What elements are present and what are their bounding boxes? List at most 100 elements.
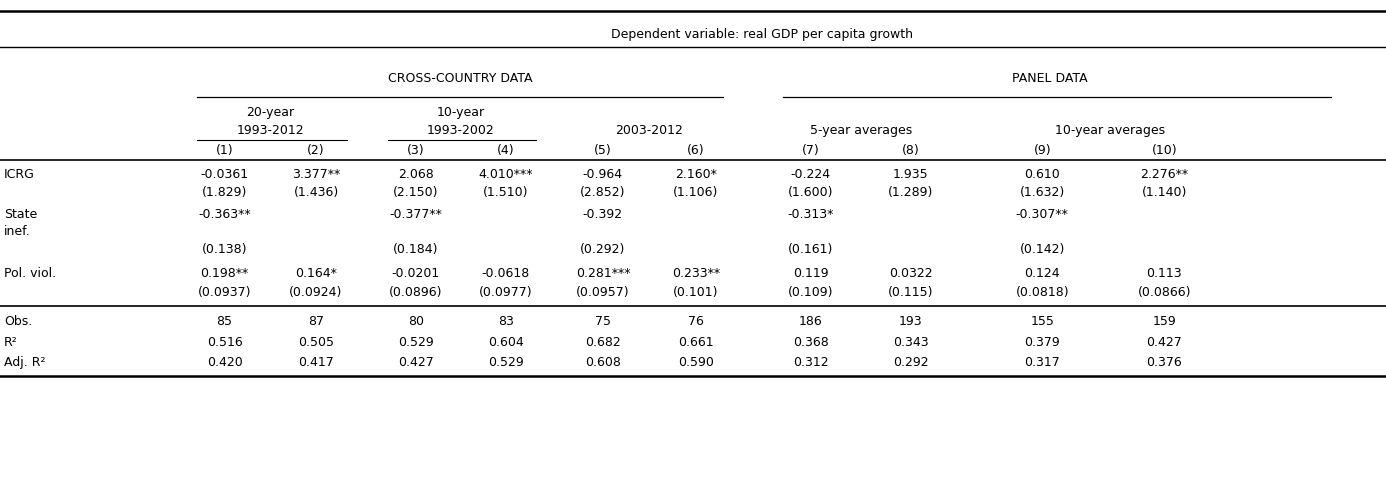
Text: Dependent variable: real GDP per capita growth: Dependent variable: real GDP per capita … [611,28,913,41]
Text: 10-year averages: 10-year averages [1055,124,1166,137]
Text: 2.068: 2.068 [398,168,434,181]
Text: (0.101): (0.101) [674,286,718,299]
Text: (0.115): (0.115) [888,286,933,299]
Text: (8): (8) [902,144,919,157]
Text: (0.142): (0.142) [1020,244,1064,256]
Text: 0.682: 0.682 [585,336,621,349]
Text: (0.0937): (0.0937) [198,286,251,299]
Text: (1.600): (1.600) [789,186,833,199]
Text: 0.529: 0.529 [398,336,434,349]
Text: -0.964: -0.964 [584,168,622,181]
Text: -0.392: -0.392 [584,208,622,221]
Text: ICRG: ICRG [4,168,35,181]
Text: (0.184): (0.184) [394,244,438,256]
Text: 0.124: 0.124 [1024,267,1060,280]
Text: (1.106): (1.106) [674,186,718,199]
Text: (2): (2) [308,144,324,157]
Text: 0.427: 0.427 [1146,336,1182,349]
Text: (0.0866): (0.0866) [1138,286,1191,299]
Text: 0.427: 0.427 [398,356,434,369]
Text: 87: 87 [308,315,324,328]
Text: 5-year averages: 5-year averages [809,124,912,137]
Text: 0.113: 0.113 [1146,267,1182,280]
Text: 3.377**: 3.377** [292,168,340,181]
Text: 76: 76 [687,315,704,328]
Text: State: State [4,208,37,221]
Text: (1): (1) [216,144,233,157]
Text: 80: 80 [407,315,424,328]
Text: Pol. viol.: Pol. viol. [4,267,57,280]
Text: 2003-2012: 2003-2012 [615,124,683,137]
Text: -0.313*: -0.313* [787,208,834,221]
Text: 0.164*: 0.164* [295,267,337,280]
Text: (0.161): (0.161) [789,244,833,256]
Text: (1.140): (1.140) [1142,186,1186,199]
Text: (0.0924): (0.0924) [290,286,342,299]
Text: 155: 155 [1030,315,1055,328]
Text: 75: 75 [595,315,611,328]
Text: -0.377**: -0.377** [389,208,442,221]
Text: -0.307**: -0.307** [1016,208,1069,221]
Text: (6): (6) [687,144,704,157]
Text: (4): (4) [498,144,514,157]
Text: 2.160*: 2.160* [675,168,717,181]
Text: (1.510): (1.510) [484,186,528,199]
Text: (1.436): (1.436) [294,186,338,199]
Text: 20-year: 20-year [247,106,294,119]
Text: 0.420: 0.420 [207,356,243,369]
Text: PANEL DATA: PANEL DATA [1012,72,1088,85]
Text: 0.312: 0.312 [793,356,829,369]
Text: inef.: inef. [4,225,30,238]
Text: -0.224: -0.224 [791,168,830,181]
Text: 0.505: 0.505 [298,336,334,349]
Text: 1993-2002: 1993-2002 [427,124,495,137]
Text: 85: 85 [216,315,233,328]
Text: 2.276**: 2.276** [1141,168,1188,181]
Text: (1.632): (1.632) [1020,186,1064,199]
Text: 0.368: 0.368 [793,336,829,349]
Text: 0.608: 0.608 [585,356,621,369]
Text: -0.0201: -0.0201 [392,267,439,280]
Text: 159: 159 [1152,315,1177,328]
Text: 0.590: 0.590 [678,356,714,369]
Text: 4.010***: 4.010*** [478,168,534,181]
Text: 0.317: 0.317 [1024,356,1060,369]
Text: 1993-2012: 1993-2012 [237,124,304,137]
Text: 0.604: 0.604 [488,336,524,349]
Text: R²: R² [4,336,18,349]
Text: 193: 193 [898,315,923,328]
Text: Obs.: Obs. [4,315,32,328]
Text: (2.852): (2.852) [581,186,625,199]
Text: 0.376: 0.376 [1146,356,1182,369]
Text: -0.363**: -0.363** [198,208,251,221]
Text: 0.0322: 0.0322 [888,267,933,280]
Text: (0.138): (0.138) [202,244,247,256]
Text: 186: 186 [798,315,823,328]
Text: 0.529: 0.529 [488,356,524,369]
Text: (0.0896): (0.0896) [389,286,442,299]
Text: 0.343: 0.343 [893,336,929,349]
Text: 83: 83 [498,315,514,328]
Text: 0.233**: 0.233** [672,267,719,280]
Text: (9): (9) [1034,144,1051,157]
Text: (7): (7) [802,144,819,157]
Text: -0.0361: -0.0361 [201,168,248,181]
Text: 0.119: 0.119 [793,267,829,280]
Text: 1.935: 1.935 [893,168,929,181]
Text: (3): (3) [407,144,424,157]
Text: (0.292): (0.292) [581,244,625,256]
Text: (1.289): (1.289) [888,186,933,199]
Text: (5): (5) [595,144,611,157]
Text: CROSS-COUNTRY DATA: CROSS-COUNTRY DATA [388,72,532,85]
Text: (0.0957): (0.0957) [577,286,629,299]
Text: (1.829): (1.829) [202,186,247,199]
Text: 0.610: 0.610 [1024,168,1060,181]
Text: 0.198**: 0.198** [201,267,248,280]
Text: 0.516: 0.516 [207,336,243,349]
Text: (0.0977): (0.0977) [480,286,532,299]
Text: -0.0618: -0.0618 [482,267,529,280]
Text: (0.109): (0.109) [789,286,833,299]
Text: (10): (10) [1152,144,1177,157]
Text: 10-year: 10-year [437,106,485,119]
Text: 0.661: 0.661 [678,336,714,349]
